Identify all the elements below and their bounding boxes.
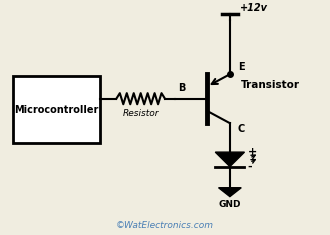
Text: +: + bbox=[248, 147, 257, 157]
Text: GND: GND bbox=[219, 200, 241, 209]
Text: E: E bbox=[238, 62, 245, 72]
Bar bbox=[13, 76, 100, 143]
Text: -: - bbox=[248, 162, 252, 172]
Text: B: B bbox=[178, 83, 185, 93]
Text: Microcontroller: Microcontroller bbox=[14, 105, 98, 115]
Text: +12v: +12v bbox=[240, 4, 268, 13]
Text: ©WatElectronics.com: ©WatElectronics.com bbox=[116, 221, 214, 230]
Text: C: C bbox=[238, 124, 245, 134]
Polygon shape bbox=[218, 188, 241, 197]
Text: Transistor: Transistor bbox=[241, 80, 300, 90]
Text: Resistor: Resistor bbox=[122, 109, 159, 118]
Polygon shape bbox=[215, 152, 245, 167]
